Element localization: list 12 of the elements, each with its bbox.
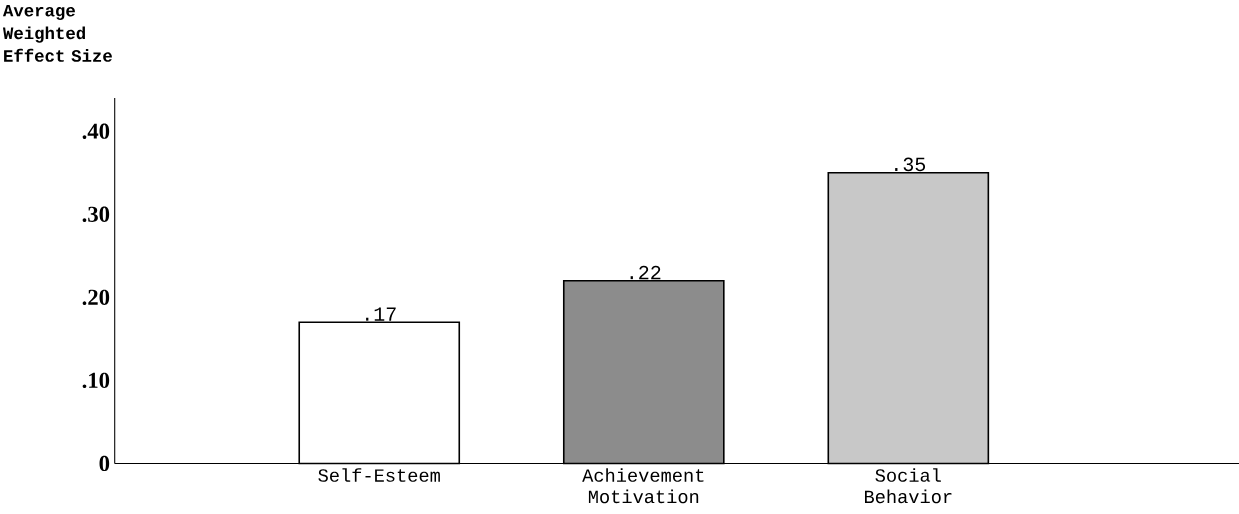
data-label: .17: [366, 307, 396, 321]
y-tick-label: .40: [82, 123, 110, 139]
x-tick-label: Self-Esteem: [318, 468, 440, 482]
y-axis-title: Average Weighted Effect Size: [2, 4, 112, 62]
x-tick-label: Social Behavior: [864, 468, 952, 504]
y-tick-label: .10: [82, 372, 110, 389]
data-label: .22: [630, 265, 661, 280]
data-label: .35: [895, 157, 926, 172]
x-tick-label: Achievement Motivation: [582, 468, 704, 504]
y-tick-label: .20: [82, 289, 110, 305]
y-tick-label: 0: [99, 455, 110, 472]
y-tick-label: .30: [82, 206, 110, 222]
